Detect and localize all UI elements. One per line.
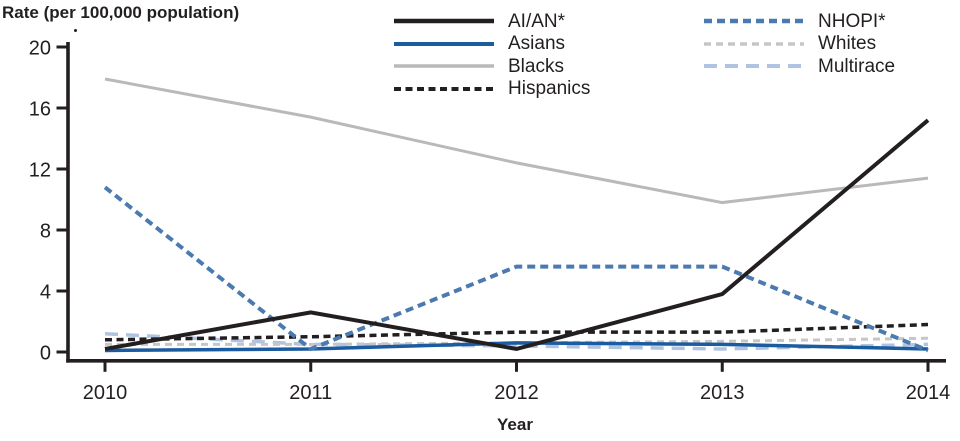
series-line-asians xyxy=(104,341,929,353)
y-tick-label: 8 xyxy=(40,221,51,243)
x-axis-title: Year xyxy=(497,415,533,434)
legend-item-multirace: Multirace xyxy=(703,55,895,78)
legend-line-swatch-aian xyxy=(394,19,494,24)
legend-column-1: AI/AN* Asians Blacks Hispanics xyxy=(393,10,590,100)
series-line-aian xyxy=(104,118,930,351)
series-line-multirace xyxy=(104,331,929,351)
x-tick-label: 2010 xyxy=(83,382,128,404)
legend-line-swatch-nhopi xyxy=(704,19,804,24)
x-tick-label: 2012 xyxy=(494,382,539,404)
y-tick-label: 20 xyxy=(29,38,51,60)
legend-label-nhopi: NHOPI* xyxy=(818,10,886,32)
series-line-blacks xyxy=(104,77,929,205)
legend-line-swatch-asians xyxy=(394,41,494,46)
y-tick-label: 0 xyxy=(40,343,51,365)
legend-label-blacks: Blacks xyxy=(508,55,564,77)
stray-dot-mark xyxy=(74,29,77,32)
legend-label-hispanics: Hispanics xyxy=(508,78,591,100)
legend-item-hispanics: Hispanics xyxy=(393,78,590,101)
legend-column-2: NHOPI* Whites Multirace xyxy=(703,10,895,78)
legend-label-whites: Whites xyxy=(818,33,877,55)
legend-line-swatch-blacks xyxy=(394,64,494,68)
legend-item-whites: Whites xyxy=(703,33,895,56)
x-tick-label: 2014 xyxy=(906,382,951,404)
y-tick-label: 4 xyxy=(40,282,51,304)
chart-title: Rate (per 100,000 population) xyxy=(2,3,240,22)
legend-item-asians: Asians xyxy=(393,33,590,56)
legend-label-aian: AI/AN* xyxy=(508,10,566,32)
legend-item-nhopi: NHOPI* xyxy=(703,10,895,33)
x-tick-label: 2013 xyxy=(700,382,745,404)
y-tick-label: 12 xyxy=(29,160,51,182)
legend-item-blacks: Blacks xyxy=(393,55,590,78)
legend-label-asians: Asians xyxy=(508,33,566,55)
y-tick-label: 16 xyxy=(29,99,51,121)
legend-item-aian: AI/AN* xyxy=(393,10,590,33)
legend-line-swatch-multirace xyxy=(704,64,804,69)
legend-line-swatch-hispanics xyxy=(394,86,494,91)
x-tick-label: 2011 xyxy=(289,382,332,404)
series-line-nhopi xyxy=(103,185,929,353)
legend-label-multirace: Multirace xyxy=(818,55,896,77)
legend-line-swatch-whites xyxy=(704,42,804,46)
